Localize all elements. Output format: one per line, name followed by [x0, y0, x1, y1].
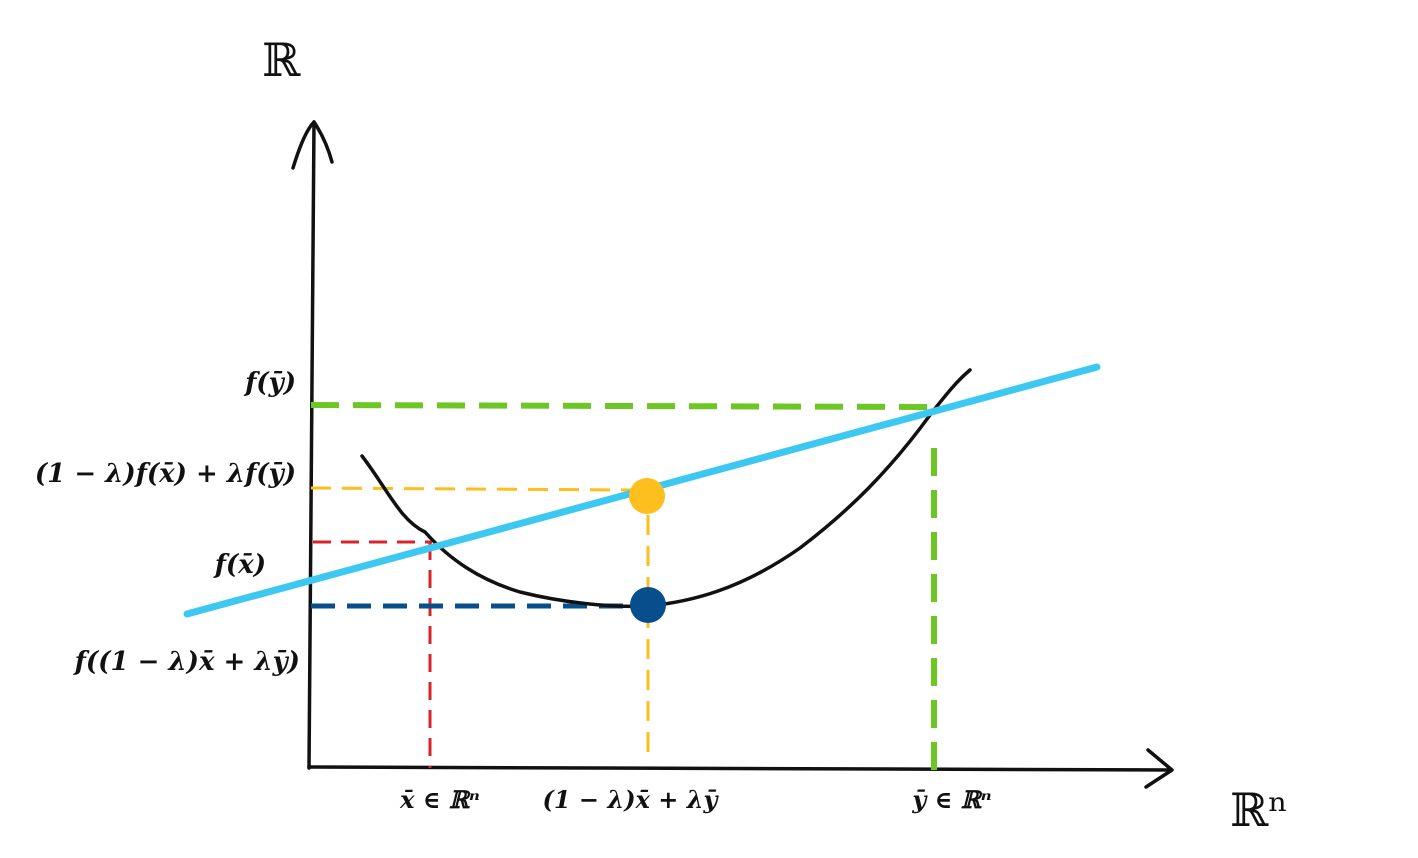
x-axis — [307, 765, 1172, 772]
upper-point — [629, 478, 665, 514]
combo-value-label: (1 − λ)f(x̄) + λf(ȳ) — [35, 459, 296, 489]
x-axis-arrowhead — [1144, 748, 1174, 789]
lower-point — [630, 587, 666, 623]
y-tick-label: ȳ ∈ ℝⁿ — [911, 785, 991, 814]
guide-lines — [310, 402, 937, 770]
f-combo-label: f((1 − λ)x̄ + λȳ) — [73, 647, 300, 677]
f-x-label: f(x̄) — [213, 550, 266, 580]
axes — [291, 120, 1174, 789]
f-y-horizontal-guide — [310, 402, 935, 410]
y-axis-arrowhead — [291, 120, 334, 170]
f-y-label: f(ȳ) — [243, 368, 296, 398]
x-tick-label: x̄ ∈ ℝⁿ — [399, 785, 480, 814]
y-axis — [307, 120, 316, 770]
y-axis-label: ℝ — [262, 33, 301, 87]
x-axis-label: ℝⁿ — [1230, 783, 1288, 837]
combo-horizontal-guide — [310, 486, 633, 492]
combo-tick-label: (1 − λ)x̄ + λȳ — [543, 785, 720, 814]
